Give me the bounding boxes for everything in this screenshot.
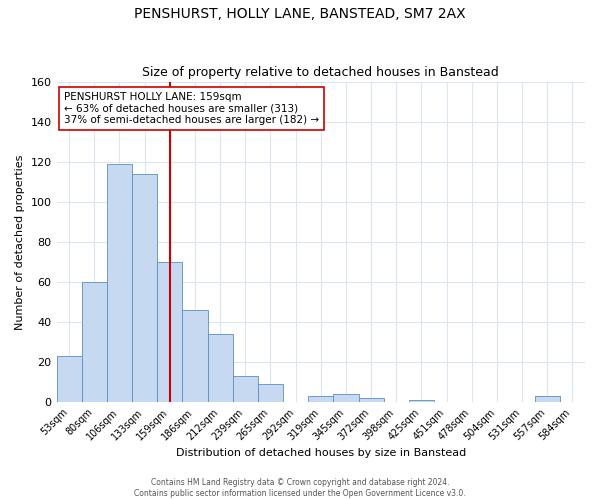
Text: Contains HM Land Registry data © Crown copyright and database right 2024.
Contai: Contains HM Land Registry data © Crown c… xyxy=(134,478,466,498)
Bar xyxy=(409,400,434,402)
Bar xyxy=(359,398,383,402)
Title: Size of property relative to detached houses in Banstead: Size of property relative to detached ho… xyxy=(142,66,499,80)
Bar xyxy=(107,164,132,402)
Bar xyxy=(56,356,82,402)
Bar xyxy=(208,334,233,402)
X-axis label: Distribution of detached houses by size in Banstead: Distribution of detached houses by size … xyxy=(176,448,466,458)
Bar xyxy=(334,394,359,402)
Text: PENSHURST HOLLY LANE: 159sqm
← 63% of detached houses are smaller (313)
37% of s: PENSHURST HOLLY LANE: 159sqm ← 63% of de… xyxy=(64,92,319,126)
Bar xyxy=(233,376,258,402)
Bar xyxy=(82,282,107,402)
Bar xyxy=(258,384,283,402)
Bar xyxy=(308,396,334,402)
Bar xyxy=(182,310,208,402)
Y-axis label: Number of detached properties: Number of detached properties xyxy=(15,154,25,330)
Bar xyxy=(132,174,157,402)
Bar xyxy=(157,262,182,402)
Text: PENSHURST, HOLLY LANE, BANSTEAD, SM7 2AX: PENSHURST, HOLLY LANE, BANSTEAD, SM7 2AX xyxy=(134,8,466,22)
Bar xyxy=(535,396,560,402)
